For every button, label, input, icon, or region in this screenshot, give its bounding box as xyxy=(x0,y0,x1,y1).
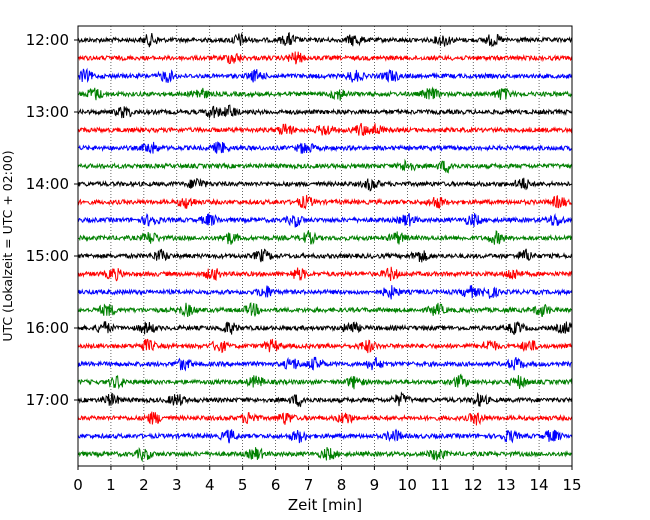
x-tick-label: 4 xyxy=(205,476,215,494)
x-tick-label: 0 xyxy=(73,476,83,494)
y-tick-label: 16:00 xyxy=(26,319,69,337)
x-tick-label: 9 xyxy=(370,476,380,494)
trace-line xyxy=(77,266,573,282)
x-tick-label: 8 xyxy=(337,476,347,494)
vertical-grid-lines xyxy=(110,26,540,466)
x-tick-label: 12 xyxy=(464,476,483,494)
x-tick-label: 2 xyxy=(139,476,149,494)
x-tick-label: 7 xyxy=(304,476,314,494)
trace-line xyxy=(77,158,573,174)
x-tick-label: 5 xyxy=(238,476,248,494)
y-tick-label: 12:00 xyxy=(26,31,69,49)
x-tick-label: 15 xyxy=(562,476,581,494)
trace-line xyxy=(77,122,573,136)
trace-line xyxy=(77,356,572,372)
trace-line xyxy=(77,248,573,263)
x-tick-label: 10 xyxy=(398,476,417,494)
trace-line xyxy=(77,86,573,101)
x-tick-label: 14 xyxy=(530,476,549,494)
x-tick-label: 6 xyxy=(271,476,281,494)
y-tick-label: 15:00 xyxy=(26,247,69,265)
trace-line xyxy=(77,194,572,210)
y-tick-label: 14:00 xyxy=(26,175,69,193)
trace-line xyxy=(77,391,573,408)
y-axis-label: UTC (Lokalzeit = UTC + 02:00) xyxy=(0,150,15,341)
trace-line xyxy=(77,446,572,463)
trace-line xyxy=(77,104,573,120)
plot-frame xyxy=(77,25,573,467)
trace-line xyxy=(77,302,573,318)
trace-line xyxy=(77,51,573,65)
seismic-traces xyxy=(77,32,573,463)
y-tick-label: 17:00 xyxy=(26,391,69,409)
trace-line xyxy=(77,230,572,245)
x-axis-label: Zeit [min] xyxy=(288,496,362,514)
trace-line xyxy=(77,67,573,83)
trace-line xyxy=(77,177,572,192)
trace-line xyxy=(77,373,573,390)
x-tick-label: 3 xyxy=(172,476,182,494)
y-tick-label: 13:00 xyxy=(26,103,69,121)
x-axis-ticks: 0 1 2 3 4 5 6 7 8 9 10 11 12 13 14 15 xyxy=(73,466,582,494)
y-axis-ticks: 12:00 13:00 14:00 15:00 16:00 17:00 xyxy=(26,31,78,409)
trace-line xyxy=(77,428,573,444)
trace-line xyxy=(77,285,573,300)
trace-line xyxy=(77,338,573,354)
trace-line xyxy=(77,32,573,48)
trace-line xyxy=(77,411,573,426)
x-tick-label: 11 xyxy=(431,476,450,494)
trace-line xyxy=(77,212,573,228)
x-tick-label: 13 xyxy=(497,476,516,494)
x-tick-label: 1 xyxy=(106,476,116,494)
trace-line xyxy=(77,141,573,155)
trace-line xyxy=(77,321,573,335)
